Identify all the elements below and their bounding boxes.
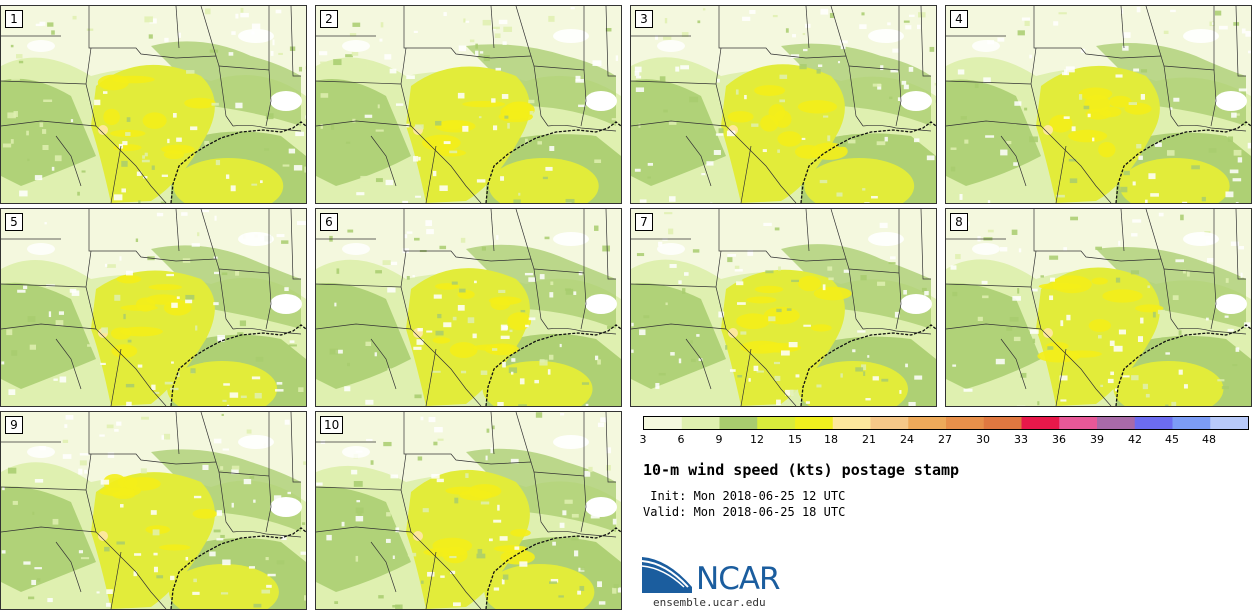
ensemble-member-panel: 10 [315, 411, 622, 610]
colorbar-segment [757, 417, 796, 429]
colorbar-tick-label: 30 [976, 433, 990, 446]
wind-speed-map [1, 412, 306, 609]
colorbar-tick-label: 24 [900, 433, 914, 446]
plot-title: 10-m wind speed (kts) postage stamp [643, 461, 960, 479]
colorbar-tick-label: 12 [750, 433, 764, 446]
ensemble-member-panel: 4 [945, 5, 1252, 204]
member-number-label: 9 [5, 416, 23, 434]
colorbar-segment [1097, 417, 1136, 429]
colorbar-tick-label: 15 [788, 433, 802, 446]
wind-speed-map [631, 6, 936, 203]
valid-time: Valid: Mon 2018-06-25 18 UTC [643, 505, 846, 519]
colorbar-tick-label: 45 [1165, 433, 1179, 446]
wind-speed-map [316, 412, 621, 609]
colorbar-tick-label: 18 [824, 433, 838, 446]
colorbar-tick-label: 33 [1014, 433, 1028, 446]
colorbar-segment [681, 417, 720, 429]
colorbar-segment [1172, 417, 1211, 429]
ensemble-member-panel: 8 [945, 208, 1252, 407]
wind-speed-map [946, 209, 1251, 406]
member-number-label: 7 [635, 213, 653, 231]
wind-speed-map [946, 6, 1251, 203]
colorbar-tick-label: 6 [677, 433, 685, 446]
colorbar-segment [1134, 417, 1173, 429]
colorbar-tick-label: 48 [1202, 433, 1216, 446]
ensemble-member-panel: 3 [630, 5, 937, 204]
member-number-label: 8 [950, 213, 968, 231]
ncar-logo-text: NCAR [696, 561, 781, 597]
ensemble-member-panel: 6 [315, 208, 622, 407]
colorbar-segment [1210, 417, 1249, 429]
colorbar-segment [795, 417, 834, 429]
wind-speed-map [1, 209, 306, 406]
ensemble-member-panel: 7 [630, 208, 937, 407]
wind-speed-colorbar [643, 416, 1249, 430]
member-number-label: 2 [320, 10, 338, 28]
wind-speed-map [1, 6, 306, 203]
wind-speed-map [316, 209, 621, 406]
member-number-label: 5 [5, 213, 23, 231]
ncar-logo-icon [642, 557, 692, 593]
colorbar-segment [946, 417, 985, 429]
ensemble-member-panel: 9 [0, 411, 307, 610]
colorbar-segment [983, 417, 1022, 429]
ensemble-member-panel: 1 [0, 5, 307, 204]
colorbar-segment [1059, 417, 1098, 429]
colorbar-tick-label: 42 [1128, 433, 1142, 446]
colorbar-segment [908, 417, 947, 429]
colorbar-tick-label: 39 [1090, 433, 1104, 446]
member-number-label: 4 [950, 10, 968, 28]
colorbar-segment [1021, 417, 1060, 429]
colorbar-tick-label: 21 [862, 433, 876, 446]
member-number-label: 1 [5, 10, 23, 28]
colorbar-tick-label: 9 [715, 433, 723, 446]
ensemble-member-panel: 2 [315, 5, 622, 204]
wind-speed-map [631, 209, 936, 406]
colorbar-segment [644, 417, 683, 429]
init-time: Init: Mon 2018-06-25 12 UTC [643, 489, 846, 503]
colorbar-segment [719, 417, 758, 429]
member-number-label: 3 [635, 10, 653, 28]
logo-url: ensemble.ucar.edu [653, 596, 766, 609]
colorbar-tick-label: 27 [938, 433, 952, 446]
colorbar-segment [870, 417, 909, 429]
colorbar-tick-label: 3 [639, 433, 647, 446]
colorbar-segment [832, 417, 871, 429]
member-number-label: 6 [320, 213, 338, 231]
ensemble-member-panel: 5 [0, 208, 307, 407]
wind-speed-map [316, 6, 621, 203]
member-number-label: 10 [320, 416, 344, 434]
colorbar-tick-label: 36 [1052, 433, 1066, 446]
